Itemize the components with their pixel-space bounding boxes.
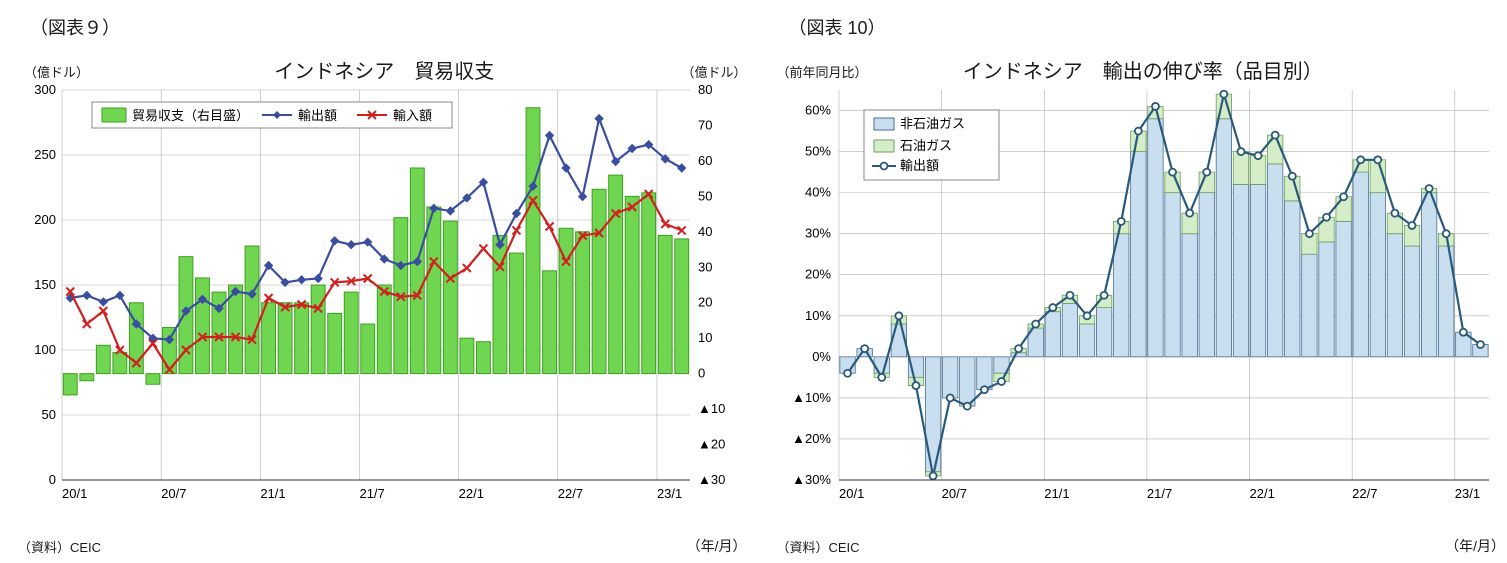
svg-text:23/1: 23/1 [1454, 486, 1479, 501]
svg-text:70: 70 [698, 117, 712, 132]
svg-text:21/1: 21/1 [1044, 486, 1069, 501]
left-axis-unit-10: （前年同月比） [777, 62, 868, 81]
svg-text:23/1: 23/1 [657, 486, 682, 501]
xaxis-unit-10: （年/月） [1445, 536, 1505, 556]
svg-text:300: 300 [34, 82, 56, 97]
svg-text:40%: 40% [804, 185, 830, 200]
svg-text:貿易収支（右目盛）: 貿易収支（右目盛） [132, 108, 249, 123]
svg-text:▲30: ▲30 [698, 472, 725, 487]
svg-text:22/7: 22/7 [558, 486, 583, 501]
svg-text:150: 150 [34, 277, 56, 292]
fig-label-10: （図表 10） [789, 14, 1507, 40]
svg-text:22/1: 22/1 [459, 486, 484, 501]
svg-text:▲20: ▲20 [698, 437, 725, 452]
svg-text:▲10: ▲10 [698, 401, 725, 416]
svg-text:10%: 10% [804, 308, 830, 323]
svg-text:40: 40 [698, 224, 712, 239]
fig-label-9: （図表９） [30, 14, 759, 40]
svg-text:50%: 50% [804, 144, 830, 159]
chart-panel-9: （図表９） （億ドル） インドネシア 貿易収支 （億ドル） 0501001502… [10, 10, 759, 550]
svg-text:22/7: 22/7 [1352, 486, 1377, 501]
svg-text:輸出額: 輸出額 [900, 158, 939, 173]
svg-text:非石油ガス: 非石油ガス [900, 116, 965, 131]
source-9: （資料）CEIC [18, 537, 101, 556]
svg-text:20/7: 20/7 [941, 486, 966, 501]
chart-title-9: インドネシア 貿易収支 [274, 55, 494, 84]
chart-svg-9: 0 50 100 150 200 250 300 ▲30 ▲20 ▲10 0 10 20 30 40 50 60… [10, 40, 750, 520]
right-axis-unit-9: （億ドル） [681, 62, 746, 81]
svg-text:輸出額: 輸出額 [298, 108, 337, 123]
svg-text:50: 50 [42, 407, 56, 422]
svg-text:21/1: 21/1 [260, 486, 285, 501]
svg-text:21/7: 21/7 [359, 486, 384, 501]
svg-text:60: 60 [698, 153, 712, 168]
svg-text:10: 10 [698, 330, 712, 345]
xaxis-unit-9: （年/月） [687, 536, 747, 556]
svg-text:20/7: 20/7 [161, 486, 186, 501]
svg-text:21/7: 21/7 [1146, 486, 1171, 501]
svg-text:▲10%: ▲10% [792, 390, 831, 405]
svg-text:0: 0 [698, 366, 705, 381]
svg-text:20/1: 20/1 [839, 486, 864, 501]
svg-text:80: 80 [698, 82, 712, 97]
svg-text:▲30%: ▲30% [792, 472, 831, 487]
chart-title-10: インドネシア 輸出の伸び率（品目別） [963, 55, 1323, 84]
svg-text:30%: 30% [804, 226, 830, 241]
svg-text:0: 0 [49, 472, 56, 487]
svg-text:60%: 60% [804, 103, 830, 118]
svg-text:20/1: 20/1 [62, 486, 87, 501]
svg-text:30: 30 [698, 259, 712, 274]
left-axis-unit-9: （億ドル） [24, 62, 89, 81]
svg-text:100: 100 [34, 342, 56, 357]
svg-text:200: 200 [34, 212, 56, 227]
svg-text:50: 50 [698, 188, 712, 203]
svg-text:▲20%: ▲20% [792, 431, 831, 446]
chart-panel-10: （図表 10） （前年同月比） インドネシア 輸出の伸び率（品目別） ▲30%▲… [769, 10, 1507, 550]
chart-svg-10: ▲30% ▲20% ▲10% 0% 10% 20% 30% 40% 50% 60% 20/1 20/7… [769, 40, 1507, 520]
svg-text:250: 250 [34, 147, 56, 162]
svg-text:0%: 0% [812, 349, 831, 364]
svg-text:22/1: 22/1 [1249, 486, 1274, 501]
svg-text:20: 20 [698, 295, 712, 310]
svg-text:石油ガス: 石油ガス [900, 138, 952, 153]
source-10: （資料）CEIC [777, 537, 860, 556]
svg-text:輸入額: 輸入額 [393, 108, 432, 123]
svg-text:20%: 20% [804, 267, 830, 282]
